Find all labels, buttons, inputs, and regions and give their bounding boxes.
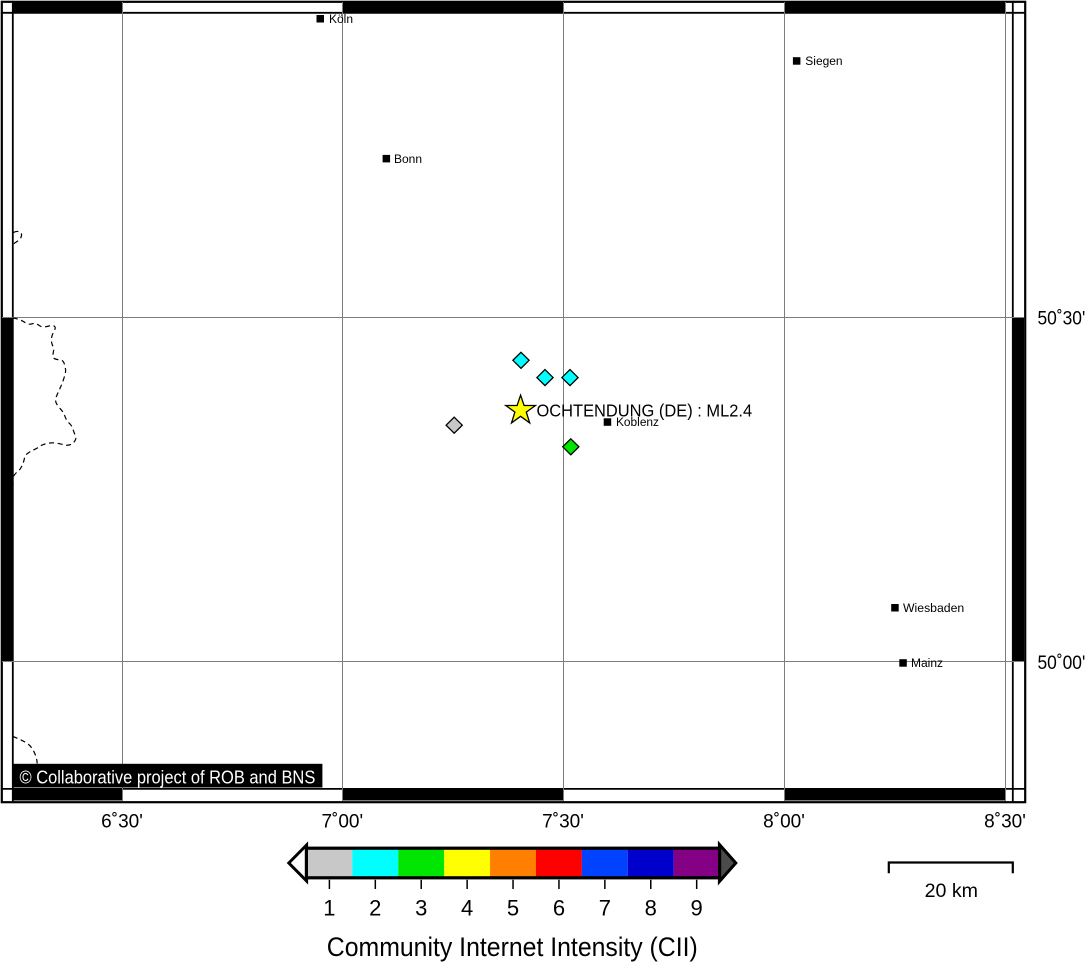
svg-text:7˚30': 7˚30' xyxy=(542,812,584,833)
svg-text:50˚00': 50˚00' xyxy=(1038,653,1086,674)
svg-text:7˚00': 7˚00' xyxy=(321,812,363,833)
svg-text:1: 1 xyxy=(323,896,335,921)
svg-text:7: 7 xyxy=(599,896,611,921)
svg-text:Köln: Köln xyxy=(329,12,353,26)
svg-text:8: 8 xyxy=(645,896,657,921)
svg-text:8˚30': 8˚30' xyxy=(984,812,1026,833)
svg-text:50˚30': 50˚30' xyxy=(1038,309,1086,330)
svg-text:Wiesbaden: Wiesbaden xyxy=(903,601,964,615)
svg-text:8˚00': 8˚00' xyxy=(763,812,805,833)
svg-text:2: 2 xyxy=(369,896,381,921)
svg-text:3: 3 xyxy=(415,896,427,921)
svg-text:© Collaborative project of ROB: © Collaborative project of ROB and BNS xyxy=(20,767,316,787)
svg-text:5: 5 xyxy=(507,896,519,921)
svg-text:Bonn: Bonn xyxy=(394,152,422,166)
svg-text:6: 6 xyxy=(553,896,565,921)
svg-text:Siegen: Siegen xyxy=(805,54,842,68)
svg-text:Mainz: Mainz xyxy=(911,656,943,670)
svg-text:Koblenz: Koblenz xyxy=(616,415,659,429)
svg-text:6˚30': 6˚30' xyxy=(101,812,143,833)
svg-text:20 km: 20 km xyxy=(925,881,978,902)
svg-text:4: 4 xyxy=(461,896,473,921)
svg-text:9: 9 xyxy=(691,896,703,921)
svg-text:OCHTENDUNG (DE) : ML2.4: OCHTENDUNG (DE) : ML2.4 xyxy=(537,401,753,421)
svg-text:Community Internet Intensity (: Community Internet Intensity (CII) xyxy=(327,932,698,962)
